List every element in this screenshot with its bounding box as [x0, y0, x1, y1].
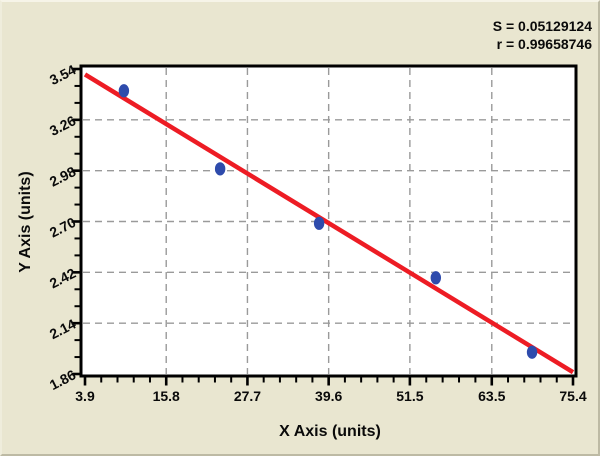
y-tick-label: 1.86 [47, 366, 79, 393]
x-tick-label: 63.5 [478, 388, 505, 404]
x-tick-label: 3.9 [75, 388, 95, 404]
fit-statistics: S = 0.05129124 r = 0.99658746 [493, 17, 592, 53]
regression-line [83, 72, 575, 375]
y-tick-label: 2.14 [47, 315, 79, 342]
data-point [214, 162, 226, 176]
y-tick-label: 3.26 [47, 112, 79, 139]
data-point [430, 271, 442, 285]
y-axis-title: Y Axis (units) [17, 171, 34, 273]
y-tick-label: 2.42 [47, 265, 79, 292]
x-tick-label: 75.4 [559, 388, 586, 404]
data-point [526, 345, 538, 359]
y-tick-label: 2.98 [47, 163, 79, 190]
x-axis-title: X Axis (units) [279, 423, 381, 440]
x-tick-label: 15.8 [153, 388, 180, 404]
axis-frame [79, 64, 578, 378]
data-point [313, 216, 325, 230]
y-tick-label: 3.54 [47, 61, 79, 88]
x-tick-label: 39.6 [315, 388, 342, 404]
y-tick-label: 2.70 [47, 214, 79, 241]
stat-r-value: r = 0.99658746 [496, 36, 592, 52]
stat-s-value: S = 0.05129124 [492, 18, 592, 34]
data-point [118, 84, 130, 98]
x-tick-label: 51.5 [396, 388, 423, 404]
x-tick-label: 27.7 [234, 388, 261, 404]
